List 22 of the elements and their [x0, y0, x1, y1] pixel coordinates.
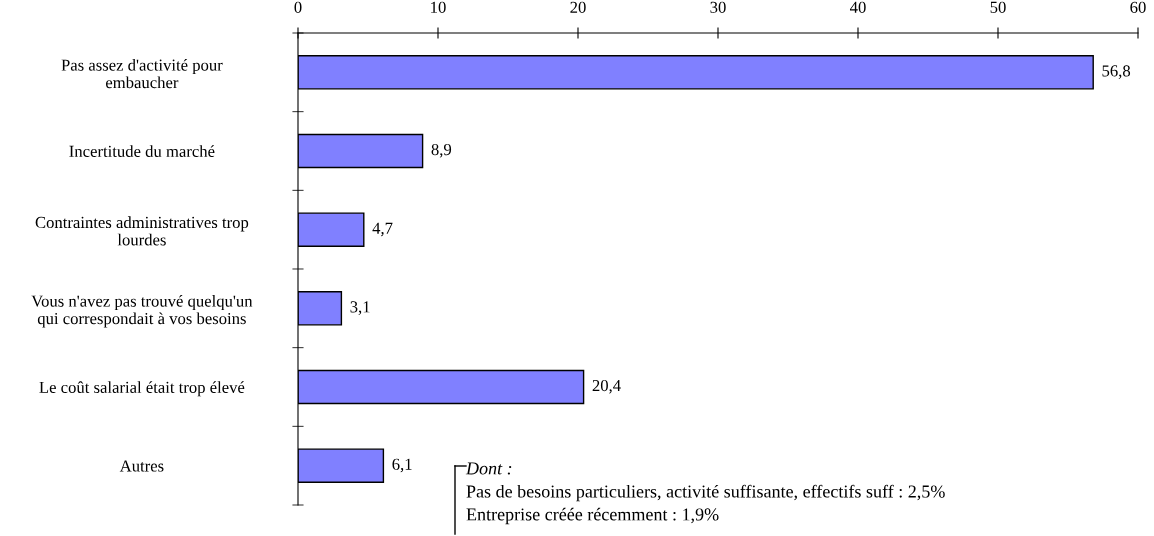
y-tick-label: Contraintes administratives trop lourdes: [35, 216, 249, 246]
annotation: Pas de besoins particuliers, activité suffisante, effectifs suff : 2,5%: [466, 484, 945, 502]
data-label: 4,7: [372, 222, 393, 237]
y-tick-label: Autres: [119, 460, 164, 472]
x-tick-label: 0: [294, 1, 302, 13]
data-label: 8,9: [431, 143, 452, 158]
x-tick-label: 40: [849, 1, 866, 13]
y-tick-label: Pas assez d'activité pour embaucher: [61, 58, 223, 89]
y-tick-label: Vous n'avez pas trouvé quelqu'un qui correspondait à vos besoins: [31, 294, 253, 328]
data-label: 3,1: [350, 301, 370, 315]
data-label: 6,1: [392, 458, 412, 473]
y-tick-label: Incertitude du marché: [69, 145, 215, 157]
data-label: 56,8: [1102, 65, 1131, 79]
annotation: Dont :: [465, 462, 512, 475]
x-tick-label: 30: [710, 1, 726, 13]
text: Entreprise créée récemment : 1,9%: [466, 507, 719, 525]
x-tick-label: 50: [990, 1, 1006, 13]
data-label: 20,4: [592, 379, 621, 394]
x-tick-label: 20: [570, 1, 586, 13]
y-tick-label: Le coût salarial était trop élevé: [39, 381, 245, 397]
x-tick-label: 10: [431, 1, 446, 13]
x-tick-label: 60: [1130, 1, 1146, 13]
